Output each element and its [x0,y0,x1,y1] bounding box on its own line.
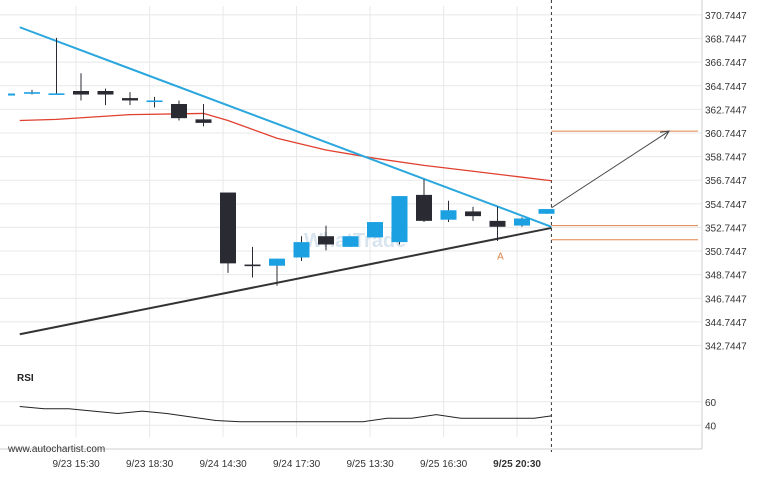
candle-body [538,209,555,214]
candle-body [367,222,383,238]
candle [146,96,163,108]
candle [73,73,89,101]
candle-body [269,258,285,266]
grid [0,6,702,437]
candle [244,246,261,278]
y-tick-label: 358.7447 [705,153,747,164]
candle [269,258,285,286]
y-tick-label: 346.7447 [705,294,747,305]
candle [465,206,481,221]
x-tick-label: 9/23 18:30 [126,459,174,470]
candle [122,92,138,106]
candle [220,192,236,273]
rsi-panel: 60 40 [0,398,717,432]
candle [440,200,457,223]
y-tick-label: 368.7447 [705,35,747,46]
moving-average-line [19,112,552,182]
candle-body [391,196,408,243]
candle-body [220,192,236,264]
x-tick-label: 9/23 15:30 [52,459,100,470]
candle [171,100,187,121]
candle-body [318,236,334,245]
candle-body [146,100,163,103]
candle [367,222,383,238]
y-tick-label: 356.7447 [705,176,747,187]
y-tick-label: 348.7447 [705,271,747,282]
axes: 370.7447 368.7447 366.7447 364.7447 362.7447… [0,0,747,470]
forecast-arrow-line [551,130,670,209]
x-tick-label: 9/25 16:30 [420,459,468,470]
candle-body [24,92,40,94]
candle [293,236,310,262]
candle [48,37,65,95]
candle-body [293,242,310,258]
y-tick-label: 344.7447 [705,318,747,329]
candle-body [514,218,530,226]
y-tick-label: 354.7447 [705,200,747,211]
point-label-a: A [497,251,504,262]
candles [24,37,555,286]
candle-body [342,236,359,247]
support-line [19,226,552,336]
rsi-tick-label: 40 [705,421,717,432]
candle [514,217,530,227]
candle-body [465,211,481,217]
candle-body [440,210,457,220]
y-tick-label: 362.7447 [705,105,747,116]
candle [391,196,408,245]
y-tick-label: 342.7447 [705,341,747,352]
candle [342,236,359,247]
rsi-line [19,405,552,423]
y-tick-label: 350.7447 [705,247,747,258]
y-tick-label: 366.7447 [705,58,747,69]
y-tick-label: 370.7447 [705,11,747,22]
candle-body [416,194,432,221]
candle-body [171,103,187,119]
x-tick-label: 9/25 13:30 [346,459,394,470]
footer-source: www.autochartist.com [7,444,105,455]
rsi-title: RSI [17,373,34,384]
forecast-arrow-head [660,130,670,140]
candle [195,103,212,127]
x-tick-label: 9/25 20:30 [493,459,541,470]
candle-body [122,98,138,101]
candle-body [489,220,506,227]
candle-body [73,91,89,95]
candle [318,225,334,251]
resistance-line [19,26,552,228]
candle-body [244,264,261,267]
candle-body [48,93,65,95]
candle-body [97,91,114,95]
candle [24,89,40,95]
y-tick-label: 360.7447 [705,129,747,140]
candle [97,88,114,106]
candle [538,209,555,214]
x-tick-label: 9/24 17:30 [273,459,321,470]
candle [416,179,432,223]
y-tick-label: 352.7447 [705,223,747,234]
candle-body [195,119,212,123]
x-tick-label: 9/24 14:30 [199,459,247,470]
y-tick-label: 364.7447 [705,82,747,93]
rsi-tick-label: 60 [705,398,717,409]
overlays: A [8,0,698,452]
candle [489,206,506,241]
